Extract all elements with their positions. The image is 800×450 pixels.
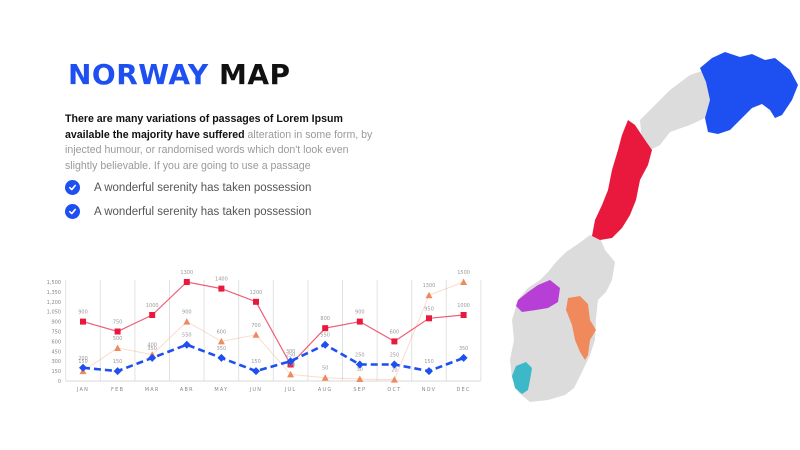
svg-text:1300: 1300 xyxy=(180,270,193,276)
svg-text:0: 0 xyxy=(58,379,61,385)
svg-text:1,500: 1,500 xyxy=(47,280,61,286)
svg-text:350: 350 xyxy=(459,346,469,352)
line-chart: 0 150 300 450 600 750 900 1,050 1,200 1,350 1,500 J… xyxy=(47,270,482,393)
svg-text:200: 200 xyxy=(78,356,88,362)
svg-text:1200: 1200 xyxy=(250,290,263,296)
svg-text:250: 250 xyxy=(390,353,400,359)
checklist-item: A wonderful serenity has taken possessio… xyxy=(65,180,311,195)
svg-text:900: 900 xyxy=(355,310,365,316)
svg-text:FEB: FEB xyxy=(111,387,124,393)
svg-text:MAY: MAY xyxy=(214,387,228,393)
svg-text:50: 50 xyxy=(322,366,328,372)
svg-text:150: 150 xyxy=(78,359,88,365)
intro-bold: There are many variations of passages of… xyxy=(65,113,343,141)
svg-text:JUN: JUN xyxy=(249,387,262,393)
map-region-rogaland[interactable] xyxy=(512,362,532,394)
map-region-south[interactable] xyxy=(510,235,615,402)
svg-text:NOV: NOV xyxy=(422,387,437,393)
svg-text:1500: 1500 xyxy=(457,270,470,276)
svg-text:500: 500 xyxy=(113,336,123,342)
svg-text:DEC: DEC xyxy=(457,387,471,393)
svg-text:JUL: JUL xyxy=(284,387,297,393)
svg-text:ABR: ABR xyxy=(180,387,194,393)
svg-text:SEP: SEP xyxy=(353,387,366,393)
svg-text:150: 150 xyxy=(251,359,261,365)
svg-text:550: 550 xyxy=(182,333,192,339)
svg-text:150: 150 xyxy=(113,359,123,365)
intro-paragraph: There are many variations of passages of… xyxy=(65,112,375,174)
intro-regular: alteration in some form, by injected hum… xyxy=(65,128,373,172)
svg-text:1000: 1000 xyxy=(146,303,159,309)
svg-text:150: 150 xyxy=(51,369,61,375)
check-circle-icon xyxy=(65,180,80,195)
svg-text:950: 950 xyxy=(424,306,434,312)
svg-text:550: 550 xyxy=(320,333,330,339)
svg-text:250: 250 xyxy=(286,353,296,359)
svg-text:1000: 1000 xyxy=(457,303,470,309)
page-title: NORWAY MAP xyxy=(68,58,291,91)
svg-text:1,050: 1,050 xyxy=(47,310,61,316)
svg-text:AUG: AUG xyxy=(318,387,333,393)
checklist-label: A wonderful serenity has taken possessio… xyxy=(94,181,312,194)
svg-text:300: 300 xyxy=(286,349,296,355)
svg-text:750: 750 xyxy=(113,320,123,326)
svg-text:30: 30 xyxy=(357,367,363,373)
svg-text:350: 350 xyxy=(147,346,157,352)
svg-text:1300: 1300 xyxy=(423,283,436,289)
svg-text:1,200: 1,200 xyxy=(47,300,61,306)
map-region-nordland[interactable] xyxy=(592,120,652,240)
norway-map xyxy=(510,52,798,402)
svg-text:1400: 1400 xyxy=(215,277,228,283)
map-region-mid[interactable] xyxy=(640,70,715,150)
svg-text:400: 400 xyxy=(147,343,157,349)
checklist-label: A wonderful serenity has taken possessio… xyxy=(94,205,312,218)
svg-text:300: 300 xyxy=(51,359,61,365)
svg-text:900: 900 xyxy=(51,320,61,326)
svg-text:OCT: OCT xyxy=(387,387,401,393)
svg-text:450: 450 xyxy=(51,349,61,355)
title-accent: NORWAY xyxy=(68,58,209,91)
svg-text:800: 800 xyxy=(320,316,330,322)
svg-text:150: 150 xyxy=(424,359,434,365)
svg-text:20: 20 xyxy=(391,368,397,374)
svg-text:600: 600 xyxy=(217,329,227,335)
svg-text:600: 600 xyxy=(51,339,61,345)
map-region-hedmark[interactable] xyxy=(566,296,596,360)
svg-text:350: 350 xyxy=(217,346,227,352)
svg-text:JAN: JAN xyxy=(76,387,89,393)
svg-text:MAR: MAR xyxy=(145,387,160,393)
map-region-finnmark[interactable] xyxy=(700,52,798,134)
checklist-item: A wonderful serenity has taken possessio… xyxy=(65,204,311,219)
svg-text:1,350: 1,350 xyxy=(47,290,61,296)
title-rest: MAP xyxy=(218,58,291,91)
map-region-more-romsdal[interactable] xyxy=(516,280,560,312)
svg-text:250: 250 xyxy=(355,353,365,359)
svg-text:900: 900 xyxy=(182,310,192,316)
svg-text:100: 100 xyxy=(286,362,296,368)
svg-text:600: 600 xyxy=(390,329,400,335)
svg-text:750: 750 xyxy=(51,330,61,336)
svg-text:700: 700 xyxy=(251,323,261,329)
svg-text:900: 900 xyxy=(78,310,88,316)
check-circle-icon xyxy=(65,204,80,219)
